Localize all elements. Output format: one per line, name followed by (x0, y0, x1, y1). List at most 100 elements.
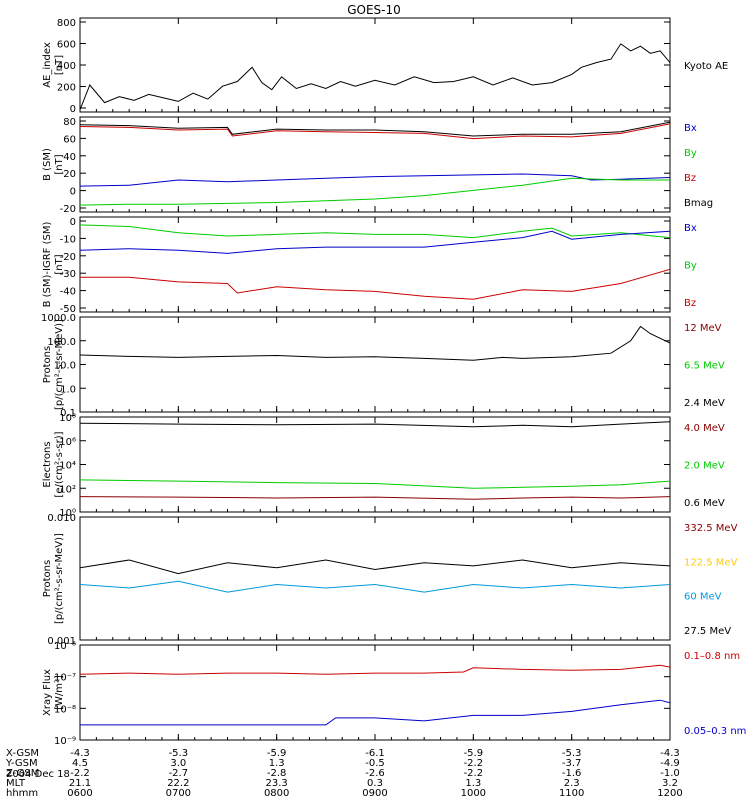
x-row-value: 1.3 (269, 758, 285, 769)
series-line-bx (80, 230, 670, 254)
x-row-value: 0800 (264, 788, 289, 799)
legend-entry: Bx (684, 123, 697, 134)
series-line-4-0-mev (80, 496, 670, 500)
y-axis-label: Xray Flux (42, 669, 53, 716)
y-axis-label: [p/(cm²-s-sr-MeV)] (54, 533, 65, 624)
x-row-value: -5.3 (562, 748, 582, 759)
series-line-by (80, 224, 670, 239)
panel-xray: 10⁻⁶ 10⁻⁷ 10⁻⁸ 10⁻⁹ Xray Flux [W/m²] 0.1–0.8 n… (42, 641, 746, 747)
y-tick-label: 10⁻⁹ (54, 736, 76, 747)
y-axis-label: Protons (42, 560, 53, 597)
x-row-value: 1100 (559, 788, 584, 799)
x-row-value: 0900 (362, 788, 387, 799)
panel-frame (79, 116, 671, 213)
y-tick-label: 10⁻⁶ (54, 641, 76, 652)
x-row-value: 3.2 (662, 778, 678, 789)
x-row-value: 0600 (67, 788, 92, 799)
x-row-value: -0.5 (365, 758, 385, 769)
y-axis-label: [e/(cm²-s-sr)] (54, 431, 65, 497)
legend-entry: By (684, 148, 697, 159)
x-axis-table: X-GSM -4.3 -5.3 -5.9 -6.1 -5.9 -5.3 -4.3 Y-GSM 4.… (5, 748, 683, 799)
y-tick-label: 400 (57, 61, 76, 72)
x-row-value: 3.0 (170, 758, 186, 769)
series-line-27-5-mev (80, 559, 670, 575)
series-line-bz (80, 268, 670, 300)
legend-entry: 2.4 MeV (684, 398, 725, 409)
y-axis-label: B (SM)-IGRF (SM) (42, 222, 53, 308)
y-tick-label: 1000.0 (41, 313, 76, 324)
legend-entry: 0.6 MeV (684, 498, 725, 509)
figure-title: GOES-10 (347, 3, 401, 17)
panel-bigrf: 0 -10 -20 -30 -40 -50 B (SM)-IGRF (SM) [nT] Bx By… (42, 216, 697, 315)
y-axis-label: Protons (42, 346, 53, 383)
y-tick-label: 10⁻⁷ (54, 673, 76, 684)
x-row-value: 1000 (461, 788, 486, 799)
panel-frame (79, 516, 671, 641)
y-tick-label: 10² (59, 484, 76, 495)
x-row-label: Z-GSM (6, 768, 39, 779)
x-row-value: -5.9 (464, 748, 484, 759)
x-row-label: X-GSM (6, 748, 39, 759)
y-tick-label: 0.001 (47, 636, 76, 647)
x-row-label: MLT (6, 778, 26, 789)
panel-electrons: 10⁸ 10⁶ 10⁴ 10² 10⁰ Electrons [e/(cm²-s-sr)] 4.… (42, 413, 725, 519)
y-axis-label: B (SM) (42, 148, 53, 181)
legend-entry: 4.0 MeV (684, 423, 725, 434)
y-tick-label: 10⁴ (59, 461, 76, 472)
x-row-label: Y-GSM (5, 758, 38, 769)
series-line-bmag (80, 121, 670, 137)
x-row-value: 0700 (166, 788, 191, 799)
x-row-value: -2.2 (464, 768, 484, 779)
x-row-value: -5.9 (267, 748, 287, 759)
y-tick-label: -20 (60, 252, 76, 263)
x-row-value: -2.6 (365, 768, 385, 779)
y-axis-label: [nT] (54, 154, 65, 174)
panel-protons-low: 1000.0 100.0 10.0 1.0 0.1 Protons [p/(cm²-s-sr… (41, 313, 725, 419)
x-row-value: -4.3 (70, 748, 90, 759)
x-row-value: 22.2 (167, 778, 189, 789)
legend-entry: Bmag (684, 198, 713, 209)
series-line-2-0-mev (80, 479, 670, 489)
legend-entry: By (684, 261, 697, 272)
legend-entry: 122.5 MeV (684, 557, 738, 568)
series-line-0-1-0-8-nm (80, 664, 670, 675)
x-row-value: 0.3 (367, 778, 383, 789)
x-row-value: 1200 (657, 788, 682, 799)
y-tick-label: 600 (57, 40, 76, 51)
series-line-bz (80, 123, 670, 140)
x-row-value: 23.3 (266, 778, 288, 789)
x-row-value: -6.1 (365, 748, 385, 759)
x-row-value: -2.2 (70, 768, 90, 779)
y-tick-label: 10.0 (54, 361, 76, 372)
x-row-label: hhmm (6, 788, 38, 799)
x-row-value: -2.8 (267, 768, 287, 779)
legend-entry: Bx (684, 223, 697, 234)
x-row-value: 2.3 (564, 778, 580, 789)
legend-entry: Bz (684, 173, 696, 184)
x-row-value: -4.9 (660, 758, 680, 769)
x-row-value: -1.6 (562, 768, 582, 779)
y-tick-label: 80 (63, 117, 76, 128)
series-line-0-6-mev (80, 421, 670, 428)
y-tick-label: -40 (60, 287, 76, 298)
y-tick-label: 10⁶ (59, 437, 76, 448)
y-tick-label: 100.0 (47, 337, 76, 348)
y-axis-label: [p/(cm²-s-sr-MeV)] (54, 319, 65, 410)
y-axis-label: Electrons (42, 441, 53, 487)
series-line-60-mev (80, 580, 670, 593)
x-row-value: -5.3 (169, 748, 189, 759)
legend-entry: 332.5 MeV (684, 523, 738, 534)
panel-frame (79, 316, 671, 413)
y-axis-label: [nT] (54, 254, 65, 274)
y-tick-label: 10⁻⁸ (54, 704, 76, 715)
legend-entry: 60 MeV (684, 592, 722, 603)
series-line-bx (80, 173, 670, 187)
y-tick-label: -10 (60, 234, 76, 245)
legend-entry: 12 MeV (684, 323, 722, 334)
series-line-kyoto-ae (80, 43, 670, 110)
x-row-value: 21.1 (69, 778, 91, 789)
panel-ae: 800 600 400 200 0 AE_index [nT] Kyoto AE (42, 17, 728, 115)
legend-entry: 6.5 MeV (684, 361, 725, 372)
x-row-value: -1.0 (660, 768, 680, 779)
